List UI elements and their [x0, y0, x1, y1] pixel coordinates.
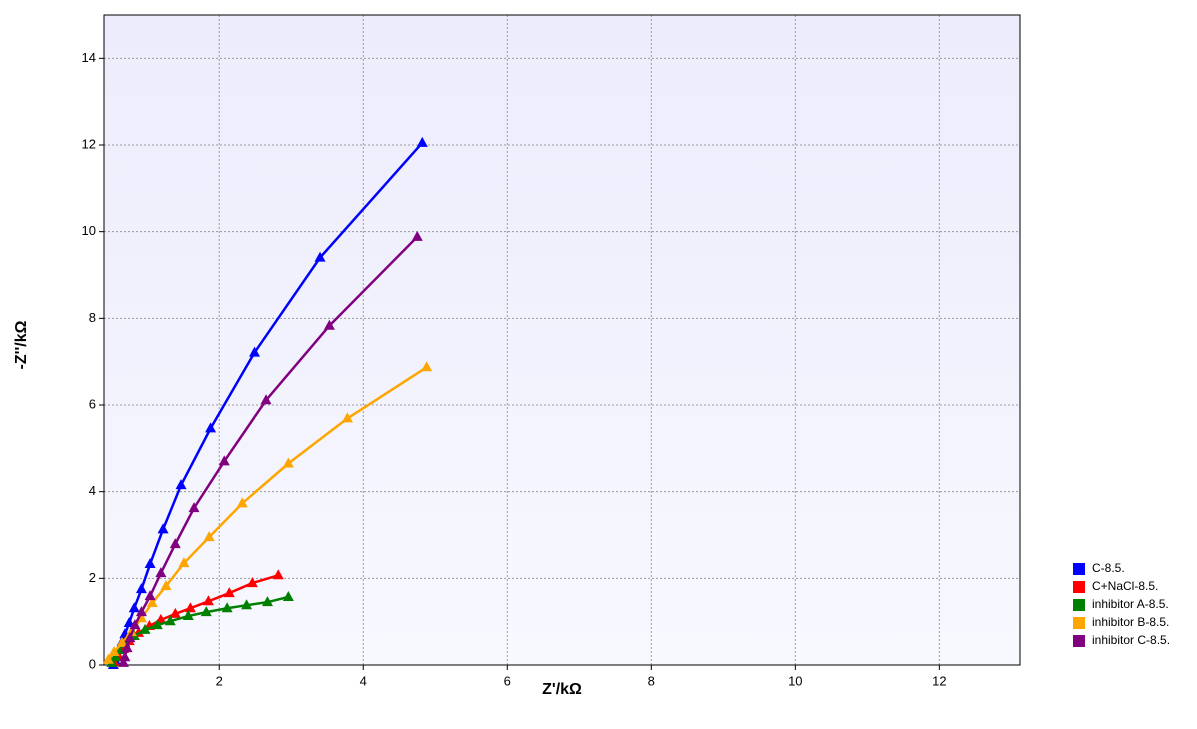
plot-area — [104, 15, 1020, 665]
marker — [121, 642, 133, 653]
marker — [160, 580, 172, 591]
marker — [223, 587, 235, 598]
marker — [282, 590, 294, 601]
legend-text: inhibitor C-8.5. — [1092, 633, 1170, 647]
marker — [146, 597, 158, 608]
marker — [205, 422, 217, 433]
marker — [241, 599, 253, 610]
marker — [421, 361, 433, 372]
marker — [110, 651, 122, 662]
plot-frame — [103, 14, 1021, 666]
marker — [416, 136, 428, 147]
marker — [182, 610, 194, 621]
legend-swatch — [1073, 635, 1085, 647]
x-tick-label: 6 — [504, 673, 511, 688]
marker — [128, 602, 140, 613]
x-axis-title: Z'/kΩ — [542, 681, 582, 698]
marker — [117, 656, 129, 667]
x-tick-label: 2 — [216, 673, 223, 688]
marker — [178, 557, 190, 568]
legend-text: inhibitor B-8.5. — [1092, 615, 1169, 629]
y-tick-label: 12 — [82, 136, 96, 151]
marker — [323, 319, 335, 330]
marker — [135, 606, 147, 617]
marker — [164, 615, 176, 626]
marker — [119, 651, 131, 662]
marker — [169, 538, 181, 549]
marker — [139, 623, 151, 634]
y-tick-label: 10 — [82, 223, 96, 238]
marker — [135, 583, 147, 594]
marker — [188, 502, 200, 513]
marker — [203, 531, 215, 542]
x-tick-label: 4 — [360, 673, 367, 688]
marker — [261, 596, 273, 607]
y-tick-label: 8 — [89, 310, 96, 325]
marker — [124, 632, 136, 643]
y-tick-label: 6 — [89, 396, 96, 411]
marker — [155, 567, 167, 578]
marker — [200, 606, 212, 617]
legend-text: C+NaCl-8.5. — [1092, 579, 1158, 593]
marker — [218, 455, 230, 466]
marker — [202, 595, 214, 606]
series — [117, 230, 423, 667]
legend-swatch — [1073, 617, 1085, 629]
marker — [314, 251, 326, 262]
marker — [341, 412, 353, 423]
x-tick-label: 10 — [788, 673, 802, 688]
marker — [246, 577, 258, 588]
marker — [260, 394, 272, 405]
marker — [411, 230, 423, 241]
y-tick-label: 2 — [89, 570, 96, 585]
y-tick-label: 4 — [89, 483, 96, 498]
legend-swatch — [1073, 599, 1085, 611]
marker — [157, 523, 169, 534]
marker — [116, 636, 128, 647]
x-tick-label: 12 — [932, 673, 946, 688]
marker — [144, 558, 156, 569]
legend-swatch — [1073, 563, 1085, 575]
marker — [123, 616, 135, 627]
marker — [102, 653, 114, 664]
marker — [249, 346, 261, 357]
marker — [184, 602, 196, 613]
x-tick-label: 8 — [648, 673, 655, 688]
marker — [169, 607, 181, 618]
marker — [175, 479, 187, 490]
y-tick-label: 0 — [89, 656, 96, 671]
marker — [151, 619, 163, 630]
marker — [236, 497, 248, 508]
marker — [272, 569, 284, 580]
marker — [108, 646, 120, 656]
marker — [221, 602, 233, 613]
legend-text: C-8.5. — [1092, 561, 1125, 575]
marker — [144, 590, 156, 601]
legend-swatch — [1073, 581, 1085, 593]
y-axis-title: -Z''/kΩ — [13, 320, 30, 369]
legend-text: inhibitor A-8.5. — [1092, 597, 1169, 611]
marker — [282, 457, 294, 468]
marker — [129, 619, 141, 630]
y-tick-label: 14 — [82, 50, 96, 65]
